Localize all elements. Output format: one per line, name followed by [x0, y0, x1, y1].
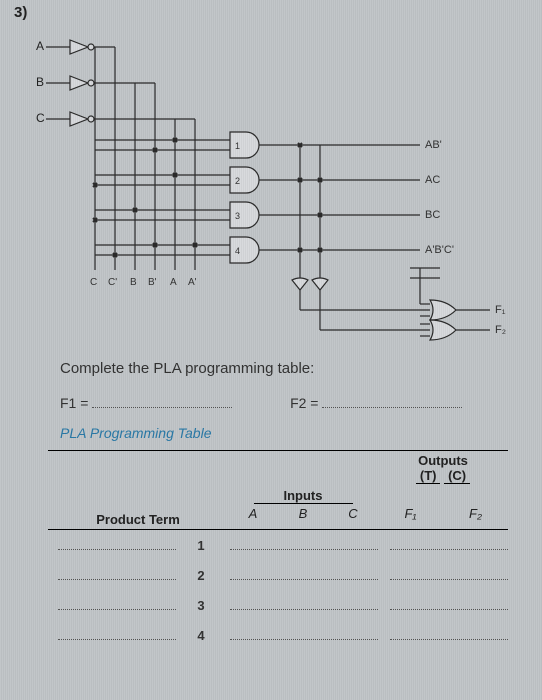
or-gate-f2: F₂ [320, 320, 506, 340]
table-row: 1 [48, 530, 508, 560]
svg-text:C': C' [108, 277, 117, 288]
svg-text:1: 1 [235, 141, 240, 151]
table-title: PLA Programming Table [60, 425, 211, 441]
f2-label: F2 = [290, 395, 318, 411]
table-row: 4 [48, 620, 508, 650]
svg-text:AC: AC [425, 174, 440, 186]
pt-num: 2 [176, 568, 225, 583]
hdr-inputs: Inputs [254, 488, 353, 504]
hdr-f1: F₁ [378, 506, 443, 529]
svg-text:C: C [36, 111, 45, 125]
svg-text:B: B [130, 277, 137, 288]
question-number: 3) [14, 4, 27, 21]
hdr-f2: F₂ [443, 506, 508, 529]
svg-text:C: C [90, 277, 97, 288]
pt-num: 4 [176, 628, 225, 643]
table-row: 2 [48, 560, 508, 590]
pla-table: Outputs (T) (C) Inputs Product Term A B … [48, 450, 508, 650]
svg-text:B': B' [148, 277, 157, 288]
output-blank[interactable] [390, 630, 508, 640]
svg-text:4: 4 [235, 246, 240, 256]
f1-blank[interactable] [92, 396, 232, 408]
table-row: 3 [48, 590, 508, 620]
pt-name-blank[interactable] [58, 540, 176, 550]
f2-blank[interactable] [322, 396, 462, 408]
hdr-product-term: Product Term [48, 506, 228, 529]
svg-text:BC: BC [425, 209, 440, 221]
svg-text:A': A' [188, 277, 197, 288]
svg-text:3: 3 [235, 211, 240, 221]
svg-text:A'B'C': A'B'C' [425, 244, 454, 256]
pt-name-blank[interactable] [58, 570, 176, 580]
output-blank[interactable] [390, 600, 508, 610]
pla-circuit-diagram: A B C C C' B B' A A' [0, 20, 542, 350]
input-blank[interactable] [230, 600, 378, 610]
hdr-in-b: B [278, 506, 328, 529]
svg-text:2: 2 [235, 176, 240, 186]
and-gate-3: 3 BC [95, 202, 440, 228]
input-blank[interactable] [230, 570, 378, 580]
output-blank[interactable] [390, 540, 508, 550]
pt-name-blank[interactable] [58, 630, 176, 640]
input-blank[interactable] [230, 630, 378, 640]
hdr-in-c: C [328, 506, 378, 529]
and-gate-1: 1 AB' [95, 132, 442, 158]
svg-text:A: A [170, 277, 177, 288]
input-blank[interactable] [230, 540, 378, 550]
svg-text:F₂: F₂ [495, 324, 506, 336]
svg-text:A: A [36, 39, 44, 53]
equation-line: F1 = F2 = [60, 395, 510, 411]
and-gate-4: 4 A'B'C' [95, 237, 454, 263]
prompt-text: Complete the PLA programming table: [60, 360, 314, 377]
pt-num: 3 [176, 598, 225, 613]
svg-text:B: B [36, 75, 44, 89]
and-gate-2: 2 AC [95, 167, 440, 193]
hdr-outputs: Outputs [418, 453, 468, 468]
pt-name-blank[interactable] [58, 600, 176, 610]
or-gate-f1: F₁ [300, 268, 506, 320]
svg-text:F₁: F₁ [495, 304, 506, 316]
output-blank[interactable] [390, 570, 508, 580]
svg-text:AB': AB' [425, 139, 442, 151]
pt-num: 1 [176, 538, 225, 553]
hdr-in-a: A [228, 506, 278, 529]
f1-label: F1 = [60, 395, 88, 411]
